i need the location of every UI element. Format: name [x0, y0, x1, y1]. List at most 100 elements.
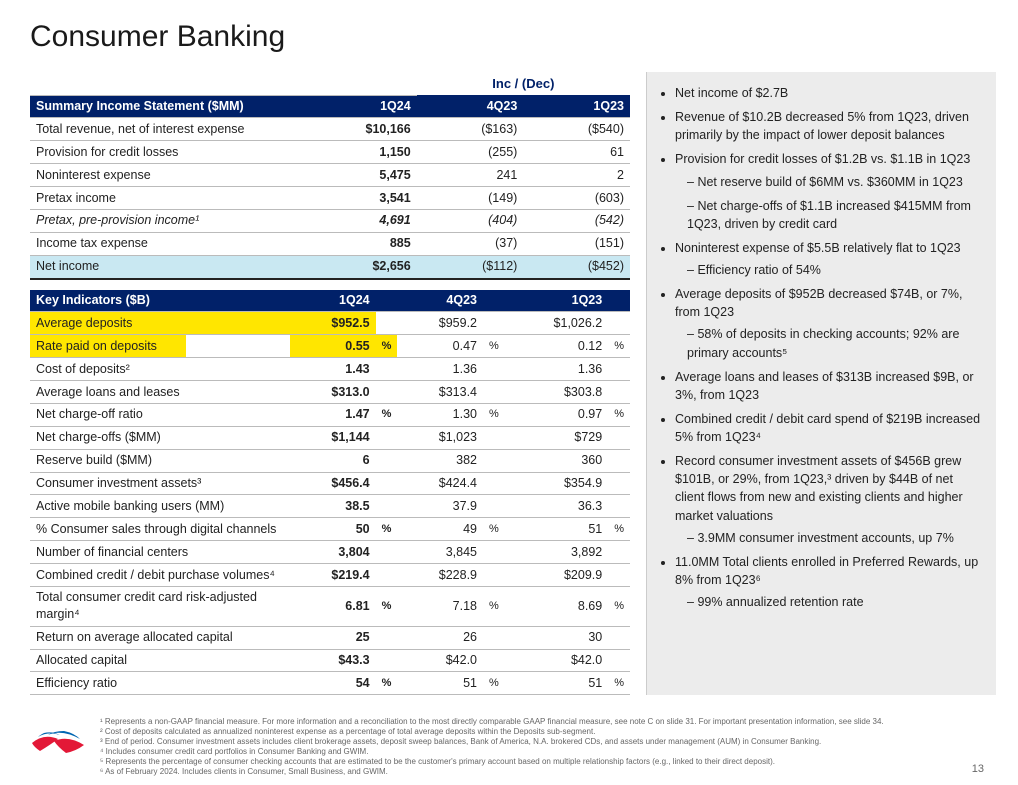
cell: 25 — [290, 626, 376, 649]
income-header: Summary Income Statement ($MM) — [30, 95, 290, 118]
row-label: Net income — [30, 255, 290, 278]
cell: ($163) — [417, 118, 524, 141]
cell: 26 — [397, 626, 483, 649]
cell: 0.47 — [397, 335, 483, 358]
cell: $1,026.2 — [505, 312, 608, 335]
cell: $729 — [505, 426, 608, 449]
cell: 36.3 — [505, 495, 608, 518]
cell: 50 — [290, 518, 376, 541]
cell: 3,541 — [290, 187, 417, 210]
cell: 37.9 — [397, 495, 483, 518]
footnote-line: ¹ Represents a non-GAAP financial measur… — [100, 717, 996, 727]
cell: 51 — [505, 518, 608, 541]
row-label: Noninterest expense — [30, 164, 290, 187]
page-title: Consumer Banking — [30, 20, 996, 54]
cell: 3,892 — [505, 541, 608, 564]
row-label: Net charge-off ratio — [30, 403, 290, 426]
cell: ($112) — [417, 255, 524, 278]
cell: 30 — [505, 626, 608, 649]
cell: 61 — [523, 141, 630, 164]
row-label: Rate paid on deposits — [30, 335, 290, 358]
cell: 1.36 — [505, 358, 608, 381]
cell: $456.4 — [290, 472, 376, 495]
cell: $228.9 — [397, 564, 483, 587]
bullet-item: Noninterest expense of $5.5B relatively … — [675, 239, 982, 279]
cell: 241 — [417, 164, 524, 187]
cell: (603) — [523, 187, 630, 210]
cell: (151) — [523, 232, 630, 255]
cell: 1.43 — [290, 358, 376, 381]
row-label: Income tax expense — [30, 232, 290, 255]
row-label: Cost of deposits² — [30, 358, 290, 381]
cell: $42.0 — [397, 649, 483, 672]
cell: $43.3 — [290, 649, 376, 672]
cell: $313.4 — [397, 381, 483, 404]
cell: $10,166 — [290, 118, 417, 141]
footnote-line: ² Cost of deposits calculated as annuali… — [100, 727, 996, 737]
row-label: Net charge-offs ($MM) — [30, 426, 290, 449]
cell: 1.36 — [397, 358, 483, 381]
cell: ($452) — [523, 255, 630, 278]
sub-bullet: 99% annualized retention rate — [687, 593, 982, 611]
row-label: Return on average allocated capital — [30, 626, 290, 649]
footnote-line: ³ End of period. Consumer investment ass… — [100, 737, 996, 747]
row-label: Allocated capital — [30, 649, 290, 672]
sub-bullet: Net reserve build of $6MM vs. $360MM in … — [687, 173, 982, 191]
bullets-panel: Net income of $2.7B Revenue of $10.2B dec… — [646, 72, 996, 695]
tables-column: Inc / (Dec) Summary Income Statement ($M… — [30, 72, 630, 695]
inc-dec-header: Inc / (Dec) — [417, 72, 630, 95]
cell: ($540) — [523, 118, 630, 141]
cell: (37) — [417, 232, 524, 255]
bullet-item: Record consumer investment assets of $45… — [675, 452, 982, 547]
cell: $303.8 — [505, 381, 608, 404]
cell: $952.5 — [290, 312, 376, 335]
row-label: Average deposits — [30, 312, 290, 335]
page-number: 13 — [972, 763, 984, 777]
cell: 3,804 — [290, 541, 376, 564]
cell: 6.81 — [290, 586, 376, 626]
cell: 382 — [397, 449, 483, 472]
footnote-line: ⁴ Includes consumer credit card portfoli… — [100, 747, 996, 757]
sub-bullet: 3.9MM consumer investment accounts, up 7… — [687, 529, 982, 547]
footnote-line: ⁵ Represents the percentage of consumer … — [100, 757, 996, 767]
cell: (255) — [417, 141, 524, 164]
bullet-item: Average loans and leases of $313B increa… — [675, 368, 982, 404]
cell: (404) — [417, 209, 524, 232]
cell: 51 — [397, 672, 483, 695]
sub-bullet: Net charge-offs of $1.1B increased $415M… — [687, 197, 982, 233]
cell: 1.47 — [290, 403, 376, 426]
cell: $354.9 — [505, 472, 608, 495]
cell: 4,691 — [290, 209, 417, 232]
bullet-item: Net income of $2.7B — [675, 84, 982, 102]
cell: (149) — [417, 187, 524, 210]
cell: $42.0 — [505, 649, 608, 672]
cell: $313.0 — [290, 381, 376, 404]
cell: 885 — [290, 232, 417, 255]
cell: 360 — [505, 449, 608, 472]
row-label: Total revenue, net of interest expense — [30, 118, 290, 141]
sub-bullet: Efficiency ratio of 54% — [687, 261, 982, 279]
cell: $219.4 — [290, 564, 376, 587]
cell: 8.69 — [505, 586, 608, 626]
key-indicators-table: Key Indicators ($B) 1Q24 4Q23 1Q23 Avera… — [30, 290, 630, 696]
cell: 38.5 — [290, 495, 376, 518]
cell: 0.97 — [505, 403, 608, 426]
row-label: Provision for credit losses — [30, 141, 290, 164]
row-label: Combined credit / debit purchase volumes… — [30, 564, 290, 587]
cell: $2,656 — [290, 255, 417, 278]
bullet-item: Revenue of $10.2B decreased 5% from 1Q23… — [675, 108, 982, 144]
cell: 0.55 — [290, 335, 376, 358]
bullet-item: Provision for credit losses of $1.2B vs.… — [675, 150, 982, 233]
bofa-logo-icon — [30, 725, 86, 755]
row-label: Number of financial centers — [30, 541, 290, 564]
cell: (542) — [523, 209, 630, 232]
row-label: Reserve build ($MM) — [30, 449, 290, 472]
cell: $1,144 — [290, 426, 376, 449]
bullet-item: 11.0MM Total clients enrolled in Preferr… — [675, 553, 982, 611]
cell: 49 — [397, 518, 483, 541]
cell: 6 — [290, 449, 376, 472]
cell: 1.30 — [397, 403, 483, 426]
bullet-item: Average deposits of $952B decreased $74B… — [675, 285, 982, 362]
cell: 0.12 — [505, 335, 608, 358]
row-label: Active mobile banking users (MM) — [30, 495, 290, 518]
